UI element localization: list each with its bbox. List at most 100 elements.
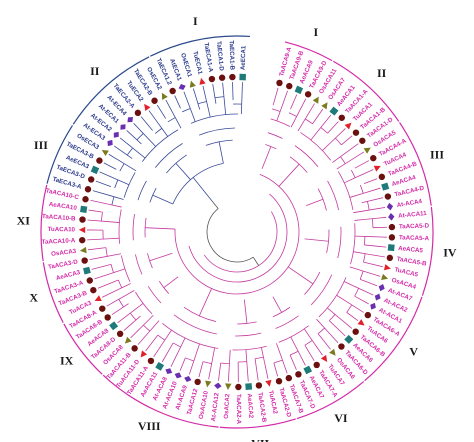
branch-join bbox=[118, 209, 122, 244]
leaf-label: TaECA1-A bbox=[202, 42, 214, 73]
branch-tip bbox=[183, 91, 191, 109]
branch-tip bbox=[304, 345, 315, 361]
diamond-marker-icon bbox=[113, 131, 119, 138]
leaf-label: OsACA10 bbox=[198, 390, 210, 420]
branch-join bbox=[141, 129, 179, 162]
leaf-label: At-ACA11 bbox=[398, 210, 428, 220]
branch-tip bbox=[117, 312, 131, 324]
leaf-label: TuACA5 bbox=[394, 266, 419, 278]
branch-spoke bbox=[118, 290, 135, 300]
branch-stem bbox=[145, 227, 176, 230]
clade-arc bbox=[219, 418, 296, 429]
branch-join bbox=[132, 214, 135, 241]
branch-spoke bbox=[336, 294, 347, 303]
square-marker-icon bbox=[80, 205, 88, 213]
diamond-marker-icon bbox=[165, 368, 173, 375]
clade-arc bbox=[364, 296, 423, 382]
branch-tip bbox=[254, 358, 259, 381]
branch-spoke bbox=[310, 131, 318, 141]
clade-label: V bbox=[409, 344, 418, 358]
circle-marker-icon bbox=[79, 236, 86, 244]
triangle-marker-icon bbox=[321, 102, 328, 110]
circle-marker-icon bbox=[81, 257, 88, 264]
triangle-marker-icon bbox=[124, 336, 132, 344]
square-marker-icon bbox=[344, 334, 354, 344]
branch-tip bbox=[94, 273, 110, 280]
branch-join bbox=[275, 315, 299, 329]
branch-tip bbox=[273, 362, 279, 377]
branch-join bbox=[110, 264, 114, 273]
circle-marker-icon bbox=[313, 361, 320, 369]
diamond-marker-icon bbox=[178, 84, 186, 91]
branch-tip bbox=[106, 298, 119, 307]
leaf-label: TaACA10-A bbox=[42, 237, 76, 246]
circle-marker-icon bbox=[84, 186, 92, 193]
branch-join bbox=[147, 286, 162, 304]
branch-tip bbox=[330, 128, 346, 143]
circle-marker-icon bbox=[104, 314, 111, 321]
leaf-labels: AeECA1TaECA1-BTaECA1-DTaECA1-ATuECA1OsEC… bbox=[42, 40, 430, 425]
branch-stem bbox=[218, 141, 224, 164]
branch-join bbox=[317, 327, 325, 334]
branch-tip bbox=[99, 171, 119, 181]
circle-marker-icon bbox=[208, 75, 216, 83]
branch-join bbox=[214, 96, 224, 99]
clade-labels: IIIIIIXIXIXVIIIVIIVIVIVIIIIII bbox=[17, 14, 457, 442]
branch-tip bbox=[279, 90, 288, 112]
branch-tip bbox=[346, 312, 359, 321]
branch-tip bbox=[153, 343, 163, 357]
square-marker-icon bbox=[329, 106, 339, 116]
branch-tip bbox=[113, 145, 133, 159]
branch-tip bbox=[360, 278, 378, 287]
branch-tip bbox=[145, 334, 159, 352]
square-marker-icon bbox=[155, 361, 165, 371]
leaf-label: At-ACA4 bbox=[396, 198, 423, 209]
branch-join bbox=[167, 117, 176, 123]
clade-arc bbox=[332, 60, 400, 122]
clade-label: XI bbox=[17, 214, 31, 228]
branch-stem bbox=[243, 299, 248, 324]
circle-marker-icon bbox=[384, 193, 392, 200]
branch-tip bbox=[341, 135, 353, 146]
branch-join bbox=[202, 361, 212, 364]
branch-join bbox=[173, 314, 217, 335]
circle-marker-icon bbox=[286, 82, 293, 90]
triangle-marker-icon bbox=[320, 354, 328, 362]
branch-tip bbox=[101, 289, 119, 298]
branch-tip bbox=[366, 271, 381, 277]
branch-join bbox=[318, 277, 347, 318]
branch-join bbox=[105, 247, 108, 257]
branch-spoke bbox=[195, 343, 200, 356]
branch-join bbox=[136, 133, 144, 141]
triangle-marker-icon bbox=[144, 103, 151, 111]
clade-arc bbox=[150, 35, 251, 57]
triangle-marker-icon bbox=[79, 246, 87, 254]
branch-spoke bbox=[245, 349, 248, 366]
triangle-marker-icon bbox=[383, 264, 391, 271]
clade-arc bbox=[421, 206, 434, 296]
branch-join bbox=[199, 127, 236, 136]
branch-join bbox=[267, 132, 283, 139]
circle-marker-icon bbox=[169, 87, 176, 95]
branch-tip bbox=[246, 365, 249, 382]
diamond-marker-icon bbox=[214, 382, 222, 389]
branch-tip bbox=[89, 256, 104, 261]
branch-join bbox=[144, 217, 147, 238]
branch-tip bbox=[295, 345, 306, 366]
branch-tip bbox=[212, 83, 217, 104]
branch-tip bbox=[241, 82, 243, 105]
branch-spoke bbox=[303, 328, 315, 344]
branch-tip bbox=[316, 114, 332, 133]
leaf-label: AeACA5 bbox=[398, 245, 424, 255]
tree-root-spoke bbox=[211, 200, 219, 209]
leaf-label: TaECA1-D bbox=[215, 41, 225, 72]
branch-tip bbox=[97, 279, 119, 289]
leaf-label: TaACA5-B bbox=[396, 256, 427, 268]
branch-tip bbox=[161, 342, 174, 363]
branch-spoke bbox=[343, 281, 354, 287]
branch-tip bbox=[137, 333, 148, 345]
branch-join bbox=[174, 173, 300, 295]
branch-tip bbox=[119, 137, 133, 149]
circle-marker-icon bbox=[86, 277, 93, 284]
